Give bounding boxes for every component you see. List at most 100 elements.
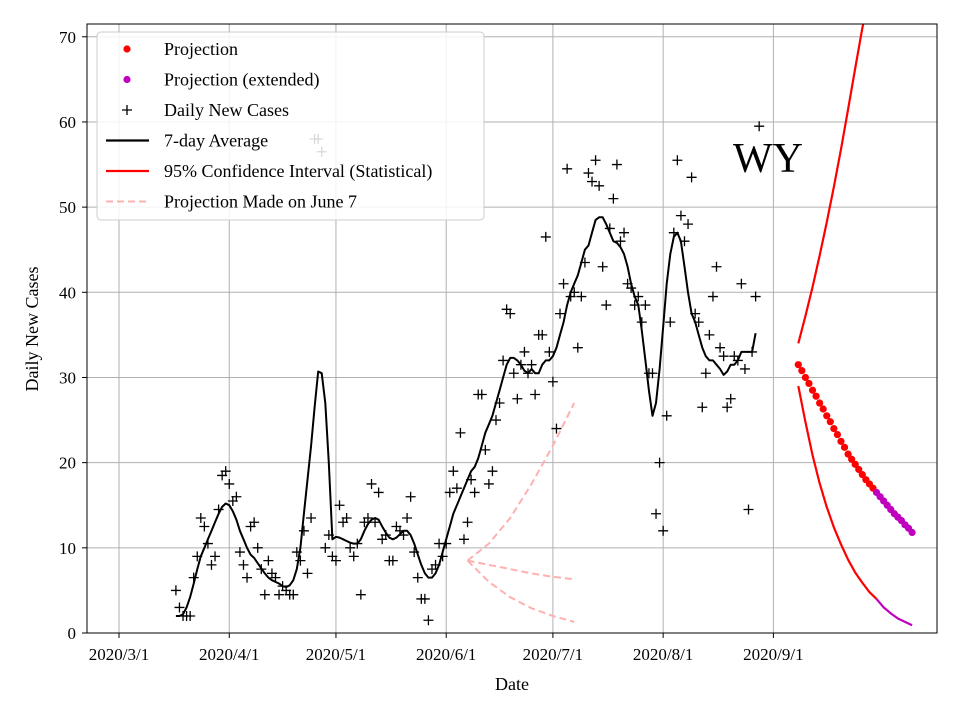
daily-case-point xyxy=(718,351,729,362)
daily-case-point xyxy=(661,410,672,421)
legend-label: Projection Made on June 7 xyxy=(164,192,357,212)
daily-case-point xyxy=(210,551,221,562)
june7-projection-upper xyxy=(467,559,575,581)
daily-case-point xyxy=(469,487,480,498)
daily-case-point xyxy=(587,176,598,187)
daily-case-point xyxy=(675,210,686,221)
june7-projection-central xyxy=(466,402,576,562)
daily-case-point xyxy=(544,346,555,357)
daily-case-point xyxy=(330,555,341,566)
daily-case-point xyxy=(263,555,274,566)
projection-point xyxy=(837,437,845,445)
x-tick-label: 2020/8/1 xyxy=(633,645,693,664)
daily-case-point xyxy=(423,615,434,626)
daily-case-point xyxy=(476,389,487,400)
daily-case-point xyxy=(725,393,736,404)
daily-case-point xyxy=(458,534,469,545)
daily-case-point xyxy=(224,478,235,489)
daily-case-point xyxy=(455,427,466,438)
projection-point xyxy=(833,430,842,439)
daily-case-point xyxy=(341,513,352,524)
daily-case-point xyxy=(206,559,217,570)
daily-case-point xyxy=(647,368,658,379)
projection-point xyxy=(819,405,827,413)
y-tick-label: 40 xyxy=(59,283,76,302)
daily-case-point xyxy=(252,542,263,553)
x-tick-label: 2020/7/1 xyxy=(523,645,583,664)
projection-point xyxy=(844,450,852,458)
daily-case-point xyxy=(551,423,562,434)
daily-case-point xyxy=(736,278,747,289)
daily-case-point xyxy=(170,585,181,596)
daily-case-point xyxy=(640,300,651,311)
projection-point xyxy=(812,392,820,400)
plot-area xyxy=(170,24,916,627)
daily-case-point xyxy=(512,393,523,404)
daily-case-point xyxy=(288,589,299,600)
projection-point xyxy=(794,361,802,369)
daily-case-point xyxy=(608,193,619,204)
legend-label: 7-day Average xyxy=(164,131,268,151)
daily-case-point xyxy=(487,466,498,477)
projection-point xyxy=(808,386,817,394)
daily-case-point xyxy=(462,517,473,528)
projection-point xyxy=(798,367,806,375)
daily-case-point xyxy=(174,602,185,613)
daily-case-point xyxy=(601,300,612,311)
x-tick-label: 2020/5/1 xyxy=(306,645,366,664)
daily-case-point xyxy=(505,308,516,319)
y-axis-title: Daily New Cases xyxy=(22,267,42,392)
projection-point xyxy=(855,465,863,474)
daily-case-point xyxy=(611,159,622,170)
daily-case-point xyxy=(345,542,356,553)
legend-marker-dot xyxy=(123,45,131,53)
ci-upper-line xyxy=(797,24,865,344)
daily-case-point xyxy=(259,589,270,600)
daily-case-point xyxy=(199,521,210,532)
daily-case-point xyxy=(298,525,309,536)
projection-point xyxy=(805,379,813,388)
daily-case-point xyxy=(238,559,249,570)
daily-case-point xyxy=(234,547,245,558)
daily-case-point xyxy=(490,415,501,426)
ci-lower-extended-line xyxy=(875,598,913,627)
legend-box xyxy=(96,31,485,221)
daily-case-point xyxy=(700,368,711,379)
daily-case-point xyxy=(711,261,722,272)
daily-case-point xyxy=(597,261,608,272)
daily-case-point xyxy=(355,589,366,600)
daily-case-point xyxy=(185,610,196,621)
y-tick-label: 20 xyxy=(59,454,76,473)
x-axis-title: Date xyxy=(495,674,529,694)
daily-case-point xyxy=(558,278,569,289)
x-tick-label: 2020/3/1 xyxy=(89,645,149,664)
daily-case-point xyxy=(590,155,601,166)
june7-projection-lower xyxy=(466,559,575,623)
legend-label: Daily New Cases xyxy=(164,100,289,120)
daily-case-point xyxy=(651,508,662,519)
x-tick-label: 2020/4/1 xyxy=(199,645,259,664)
daily-case-point xyxy=(362,513,373,524)
daily-case-point xyxy=(750,291,761,302)
daily-case-point xyxy=(683,219,694,230)
projection-point xyxy=(816,399,824,407)
daily-case-point xyxy=(405,491,416,502)
projection-point xyxy=(801,373,810,382)
daily-case-point xyxy=(686,172,697,183)
daily-case-point xyxy=(419,593,430,604)
daily-case-point xyxy=(195,513,206,524)
daily-case-point xyxy=(508,368,519,379)
daily-case-point xyxy=(754,121,765,132)
avg-7day-line xyxy=(175,216,757,617)
daily-case-point xyxy=(722,402,733,413)
daily-case-point xyxy=(672,155,683,166)
projection-point xyxy=(826,418,834,426)
y-tick-label: 10 xyxy=(59,539,76,558)
daily-case-point xyxy=(530,389,541,400)
x-tick-label: 2020/6/1 xyxy=(416,645,476,664)
daily-case-point xyxy=(707,291,718,302)
projection-point xyxy=(858,470,866,479)
daily-case-point xyxy=(739,363,750,374)
daily-case-point xyxy=(373,487,384,498)
